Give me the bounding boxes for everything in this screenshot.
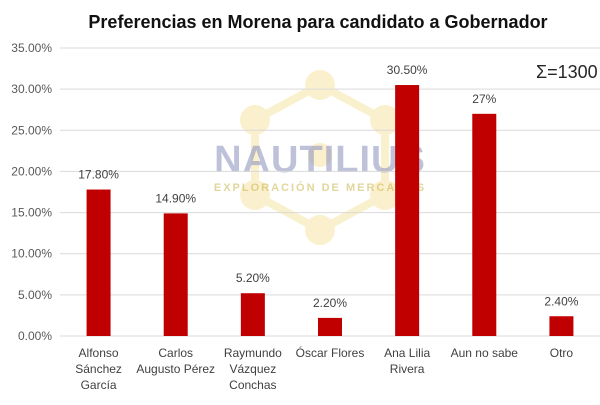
category-label-line: Augusto Pérez: [136, 362, 215, 376]
y-tick-label: 35.00%: [11, 41, 52, 55]
watermark-name: NAUTILIUS: [214, 139, 426, 181]
bar: [163, 213, 188, 336]
data-label: 27%: [472, 92, 496, 106]
category-label-line: Raymundo: [224, 346, 282, 360]
category-labels: Alfonso Sánchez García Carlos Augusto Pérez R…: [75, 345, 573, 392]
y-tick-label: 30.00%: [11, 82, 52, 96]
y-tick-label: 15.00%: [11, 206, 52, 220]
y-tick-label: 5.00%: [18, 288, 52, 302]
category-label: Óscar Flores: [296, 345, 365, 360]
category-label-line: Vázquez: [230, 362, 277, 376]
category-label-line: Conchas: [229, 378, 276, 392]
data-label: 14.90%: [155, 191, 196, 205]
molecule-icon: [240, 70, 400, 245]
bar: [240, 293, 265, 336]
category-label: Alfonso Sánchez García: [75, 346, 122, 392]
data-labels: 17.80% 14.90% 5.20% 2.20% 30.50% 27% 2.40%: [78, 63, 579, 310]
y-tick-label: 10.00%: [11, 247, 52, 261]
data-label: 5.20%: [236, 271, 270, 285]
category-label-line: Óscar Flores: [296, 345, 365, 360]
category-label: Ana Lilia Rivera: [384, 346, 430, 376]
watermark-logo: NAUTILIUS EXPLORACIÓN DE MERCADOS: [214, 70, 426, 245]
data-label: 2.20%: [313, 296, 347, 310]
category-label: Aun no sabe: [451, 346, 519, 360]
y-tick-label: 20.00%: [11, 164, 52, 178]
bar: [395, 85, 420, 337]
category-label-line: Otro: [550, 346, 574, 360]
category-label-line: García: [81, 378, 117, 392]
data-label: 30.50%: [387, 63, 428, 77]
bar: [318, 317, 342, 336]
chart-title: Preferencias en Morena para candidato a …: [88, 12, 547, 32]
bar: [472, 113, 497, 336]
sample-size-annotation: Σ=1300: [536, 62, 598, 82]
category-label-line: Carlos: [158, 346, 193, 360]
watermark-subtitle: EXPLORACIÓN DE MERCADOS: [214, 181, 426, 194]
category-label: Otro: [550, 346, 574, 360]
y-tick-label: 0.00%: [18, 329, 52, 343]
y-tick-label: 25.00%: [11, 123, 52, 137]
category-label-line: Rivera: [390, 362, 425, 376]
data-label: 2.40%: [544, 294, 578, 308]
category-label: Carlos Augusto Pérez: [136, 346, 215, 376]
bar: [549, 316, 574, 336]
category-label-line: Ana Lilia: [384, 346, 430, 360]
data-label: 17.80%: [78, 168, 119, 182]
bar: [86, 189, 111, 336]
bars: [86, 85, 574, 337]
category-label-line: Aun no sabe: [451, 346, 519, 360]
category-label-line: Sánchez: [75, 362, 122, 376]
category-label-line: Alfonso: [79, 346, 119, 360]
y-axis-ticks: 0.00% 5.00% 10.00% 15.00% 20.00% 25.00% 30.00%…: [11, 41, 52, 343]
category-label: Raymundo Vázquez Conchas: [224, 346, 282, 392]
